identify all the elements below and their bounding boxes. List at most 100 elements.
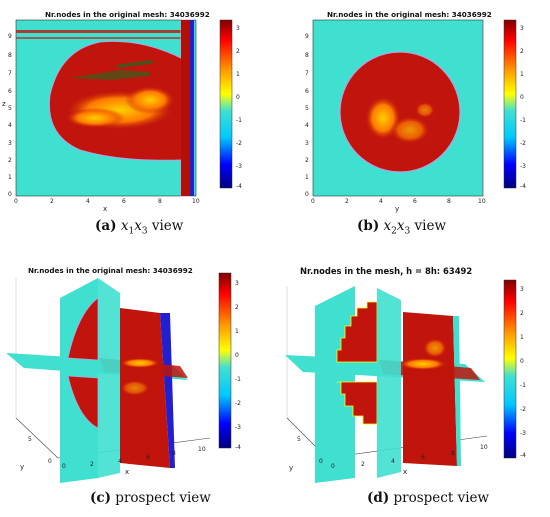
- y-tick: 6: [8, 88, 12, 95]
- colorbar-tick: -2: [235, 400, 241, 407]
- panel-a-plot: [15, 19, 233, 197]
- colorbar-tick: -2: [520, 140, 526, 147]
- x-tick: 4: [391, 458, 395, 465]
- y-tick: 0: [305, 191, 309, 198]
- y-tick: 5: [8, 105, 12, 112]
- y-tick: 4: [8, 122, 12, 129]
- colorbar-tick: 0: [235, 352, 239, 359]
- y-tick: 0: [8, 191, 12, 198]
- panel-d: Nr.nodes in the mesh, h = 8h: 63492 5 0 …: [275, 258, 550, 517]
- y-tick: 2: [8, 157, 12, 164]
- colorbar-tick: -2: [236, 140, 242, 147]
- colorbar-tick: -3: [520, 430, 526, 437]
- x-tick: 4: [86, 198, 90, 205]
- x-tick: 2: [90, 461, 94, 468]
- colorbar-tick: -4: [235, 444, 241, 451]
- colorbar-tick: -3: [235, 424, 241, 431]
- panel-b: Nr.nodes in the original mesh: 34036992 …: [275, 0, 550, 250]
- colorbar-tick: 2: [520, 48, 524, 55]
- caption-c: (c) prospect view: [90, 490, 211, 506]
- x-tick: 6: [421, 454, 425, 461]
- x-tick: 10: [478, 198, 486, 205]
- panel-a: Nr.nodes in the original mesh: 34036992 …: [0, 0, 275, 250]
- x-tick: 10: [480, 444, 488, 451]
- colorbar-tick: -1: [520, 382, 526, 389]
- x-tick: 8: [158, 198, 162, 205]
- y-tick: 3: [305, 140, 309, 147]
- y-axis-label: z: [2, 100, 6, 108]
- y-tick: 9: [8, 33, 12, 40]
- x-tick: 0: [331, 463, 335, 470]
- x-axis-label: y: [395, 205, 400, 213]
- colorbar-tick: -1: [520, 117, 526, 124]
- colorbar-tick: 0: [520, 94, 524, 101]
- colorbar-tick: 0: [236, 94, 240, 101]
- panel-d-plot: [285, 279, 517, 483]
- panel-c: Nr.nodes in the original mesh: 34036992 …: [0, 258, 275, 517]
- caption-b: (b) x2x3 view: [357, 218, 447, 237]
- x-tick: 6: [122, 198, 126, 205]
- x-axis-label: x: [125, 468, 130, 476]
- caption-a: (a) x1x3 view: [95, 218, 184, 237]
- y-tick: 5: [305, 105, 309, 112]
- colorbar-tick: 3: [236, 25, 240, 32]
- colorbar-tick: -4: [520, 183, 526, 190]
- y-tick: 5: [297, 436, 301, 443]
- x-tick: 8: [172, 450, 176, 457]
- x-tick: 4: [379, 198, 383, 205]
- colorbar-tick: 3: [235, 280, 239, 287]
- y-tick: 6: [305, 88, 309, 95]
- x-tick: 0: [311, 198, 315, 205]
- colorbar-tick: 1: [520, 334, 524, 341]
- y-tick: 2: [305, 157, 309, 164]
- x-tick: 0: [14, 198, 18, 205]
- colorbar-tick: -1: [235, 376, 241, 383]
- colorbar-tick: -4: [520, 452, 526, 459]
- x-tick: 6: [413, 198, 417, 205]
- y-tick: 8: [8, 52, 12, 59]
- colorbar-tick: 2: [520, 310, 524, 317]
- colorbar-tick: -1: [236, 117, 242, 124]
- colorbar-tick: -3: [236, 163, 242, 170]
- panel-d-title: Nr.nodes in the mesh, h = 8h: 63492: [300, 266, 473, 276]
- colorbar-tick: 1: [235, 328, 239, 335]
- x-tick: 6: [146, 454, 150, 461]
- colorbar-tick: 2: [235, 304, 239, 311]
- y-axis-label: y: [20, 463, 25, 471]
- x-tick: 0: [62, 463, 66, 470]
- x-axis-label: x: [103, 205, 108, 213]
- colorbar-tick: -2: [520, 406, 526, 413]
- y-tick: 0: [48, 458, 52, 465]
- x-axis-label: x: [403, 468, 408, 476]
- panel-c-title: Nr.nodes in the original mesh: 34036992: [28, 266, 193, 275]
- colorbar-tick: 3: [520, 25, 524, 32]
- panel-b-plot: [312, 19, 517, 197]
- y-tick: 8: [305, 52, 309, 59]
- panel-b-title: Nr.nodes in the original mesh: 34036992: [327, 10, 492, 19]
- y-tick: 3: [8, 140, 12, 147]
- colorbar-tick: 2: [236, 48, 240, 55]
- y-tick: 0: [319, 458, 323, 465]
- colorbar-tick: 1: [520, 71, 524, 78]
- colorbar-tick: 1: [236, 71, 240, 78]
- x-tick: 2: [345, 198, 349, 205]
- y-tick: 5: [28, 436, 32, 443]
- y-tick: 7: [8, 70, 12, 77]
- colorbar-tick: 3: [520, 286, 524, 293]
- x-tick: 4: [118, 458, 122, 465]
- caption-d: (d) prospect view: [367, 490, 490, 506]
- y-tick: 1: [8, 174, 12, 181]
- y-tick: 7: [305, 70, 309, 77]
- y-tick: 9: [305, 33, 309, 40]
- colorbar-tick: -3: [520, 163, 526, 170]
- colorbar-tick: 0: [520, 358, 524, 365]
- y-axis-label: y: [289, 464, 294, 472]
- x-tick: 2: [361, 461, 365, 468]
- x-tick: 10: [198, 446, 206, 453]
- x-tick: 2: [50, 198, 54, 205]
- y-tick: 4: [305, 122, 309, 129]
- y-tick: 1: [305, 174, 309, 181]
- x-tick: 8: [451, 450, 455, 457]
- x-tick: 8: [447, 198, 451, 205]
- colorbar-tick: -4: [236, 183, 242, 190]
